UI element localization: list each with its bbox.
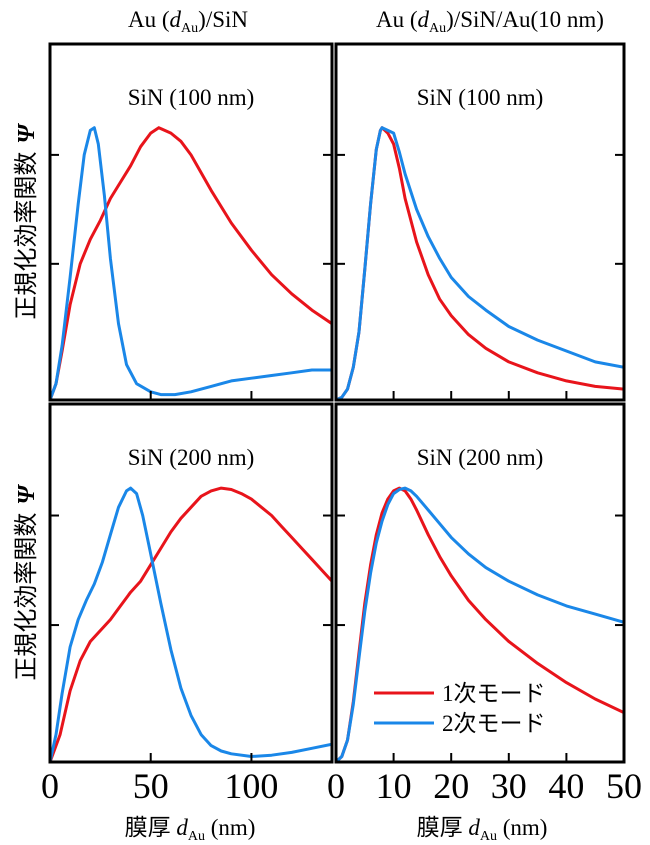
series-line-1-bottom-left — [50, 486, 332, 762]
x-tick-label: 0 — [41, 766, 59, 806]
series-line-1-top-right — [336, 126, 624, 400]
panel-bottom-left: 0 50 100 SiN (200 nm) — [41, 402, 334, 806]
x-tick-label: 0 — [327, 766, 345, 806]
panel-top-right: SiN (100 nm) — [334, 42, 626, 402]
panel-top-left: SiN (100 nm) — [48, 42, 334, 402]
series-line-2-bottom-left — [50, 486, 332, 762]
panel-label: SiN (200 nm) — [417, 445, 544, 470]
x-tick-label: 20 — [433, 766, 469, 806]
panel-label: SiN (100 nm) — [417, 85, 544, 110]
svg-text:正規化効率関数Ψ: 正規化効率関数Ψ — [13, 123, 40, 320]
series-line-1-top-left — [50, 126, 332, 400]
series-line-2-top-right — [336, 126, 624, 400]
legend-label-2: 2次モード — [442, 711, 546, 736]
x-tick-label: 30 — [491, 766, 527, 806]
xlabel-right: 膜厚 dAu (nm) — [417, 815, 548, 844]
panel-frame — [48, 402, 334, 764]
column-title-left: Au (dAu)/SiN — [128, 7, 248, 36]
x-tick-label: 10 — [376, 766, 412, 806]
panel-frame — [334, 402, 626, 764]
series-line-2-bottom-right — [336, 486, 624, 762]
legend-label-1: 1次モード — [442, 681, 546, 706]
x-tick-label: 100 — [224, 766, 278, 806]
x-tick-label: 50 — [133, 766, 169, 806]
xlabel-left: 膜厚 dAu (nm) — [125, 815, 256, 844]
x-tick-label: 40 — [548, 766, 584, 806]
panel-frame — [334, 42, 626, 402]
svg-text:正規化効率関数Ψ: 正規化効率関数Ψ — [13, 484, 40, 681]
series-line-2-top-left — [50, 126, 332, 400]
ylabel-top: 正規化効率関数Ψ — [13, 123, 40, 320]
panel-frame — [48, 42, 334, 402]
panel-label: SiN (200 nm) — [128, 445, 255, 470]
panel-label: SiN (100 nm) — [128, 85, 255, 110]
panel-bottom-right: 0 10 20 30 40 50 SiN (200 nm) 1次モード 2次モード — [327, 402, 642, 806]
ylabel-bottom: 正規化効率関数Ψ — [13, 484, 40, 681]
legend: 1次モード 2次モード — [374, 681, 546, 736]
column-title-right: Au (dAu)/SiN/Au(10 nm) — [376, 7, 604, 36]
x-tick-label: 50 — [606, 766, 642, 806]
